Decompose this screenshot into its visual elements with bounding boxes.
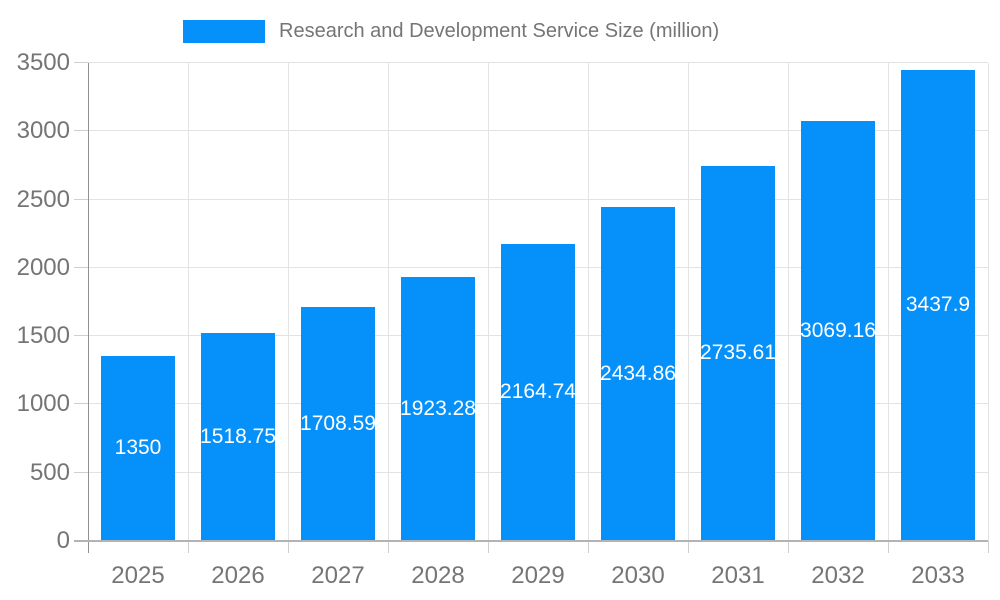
x-axis-tick	[988, 541, 989, 553]
x-axis-tick	[688, 541, 689, 553]
y-axis-tick	[74, 403, 88, 404]
bar-value-label: 3437.9	[905, 293, 971, 316]
y-axis-tick	[74, 130, 88, 131]
x-axis-tick	[488, 541, 489, 553]
x-axis-tick	[588, 541, 589, 553]
bar[interactable]: 2735.61	[701, 166, 775, 540]
x-tick-label: 2025	[111, 562, 165, 589]
y-axis-tick	[74, 267, 88, 268]
bar[interactable]: 2434.86	[601, 207, 675, 540]
bar-value-label: 1518.75	[201, 424, 275, 448]
y-tick-label: 0	[56, 527, 70, 554]
legend-label: Research and Development Service Size (m…	[279, 20, 720, 42]
bar-value-label: 1350	[114, 436, 162, 459]
x-gridline	[888, 63, 889, 541]
bar-value-label: 3069.16	[801, 318, 875, 342]
bar[interactable]: 3069.16	[801, 121, 875, 540]
y-tick-label: 1500	[16, 322, 70, 349]
bar[interactable]: 1518.75	[201, 333, 275, 540]
x-axis-tick	[188, 541, 189, 553]
bar[interactable]: 1350	[101, 356, 175, 540]
chart-legend-item[interactable]: Research and Development Service Size (m…	[183, 20, 719, 43]
bar[interactable]: 3437.9	[901, 70, 975, 540]
x-gridline	[188, 63, 189, 541]
y-axis-line	[88, 63, 89, 553]
y-tick-label: 3500	[16, 49, 70, 76]
y-gridline	[88, 130, 988, 131]
x-tick-label: 2033	[911, 562, 965, 589]
y-tick-label: 500	[29, 459, 70, 486]
bar-value-label: 2434.86	[601, 361, 675, 385]
bar-value-label: 1923.28	[401, 396, 475, 420]
x-gridline	[588, 63, 589, 541]
bar[interactable]: 1708.59	[301, 307, 375, 540]
x-axis-tick	[888, 541, 889, 553]
x-axis-tick	[388, 541, 389, 553]
x-tick-label: 2030	[611, 562, 665, 589]
y-tick-label: 2500	[16, 186, 70, 213]
y-tick-label: 2000	[16, 254, 70, 281]
bar-value-label: 2164.74	[501, 380, 575, 403]
y-axis-tick	[74, 199, 88, 200]
bar-value-label: 2735.61	[701, 341, 775, 364]
y-tick-label: 3000	[16, 117, 70, 144]
bar[interactable]: 1923.28	[401, 277, 475, 540]
x-gridline	[488, 63, 489, 541]
y-axis-tick	[74, 335, 88, 336]
x-axis-tick	[288, 541, 289, 553]
x-tick-label: 2031	[711, 562, 765, 589]
x-tick-label: 2029	[511, 562, 565, 589]
bar-value-label: 1708.59	[301, 411, 375, 435]
legend-swatch	[183, 20, 265, 43]
y-axis-tick	[74, 62, 88, 63]
x-gridline	[788, 63, 789, 541]
x-tick-label: 2032	[811, 562, 865, 589]
x-tick-label: 2026	[211, 562, 265, 589]
x-gridline	[988, 63, 989, 541]
x-tick-label: 2028	[411, 562, 465, 589]
x-axis-tick	[788, 541, 789, 553]
x-gridline	[688, 63, 689, 541]
y-tick-label: 1000	[16, 390, 70, 417]
x-tick-label: 2027	[311, 562, 365, 589]
x-gridline	[288, 63, 289, 541]
y-gridline	[88, 62, 988, 63]
y-gridline	[88, 199, 988, 200]
x-axis-line	[74, 540, 988, 542]
y-axis-tick	[74, 472, 88, 473]
x-gridline	[388, 63, 389, 541]
bar[interactable]: 2164.74	[501, 244, 575, 540]
